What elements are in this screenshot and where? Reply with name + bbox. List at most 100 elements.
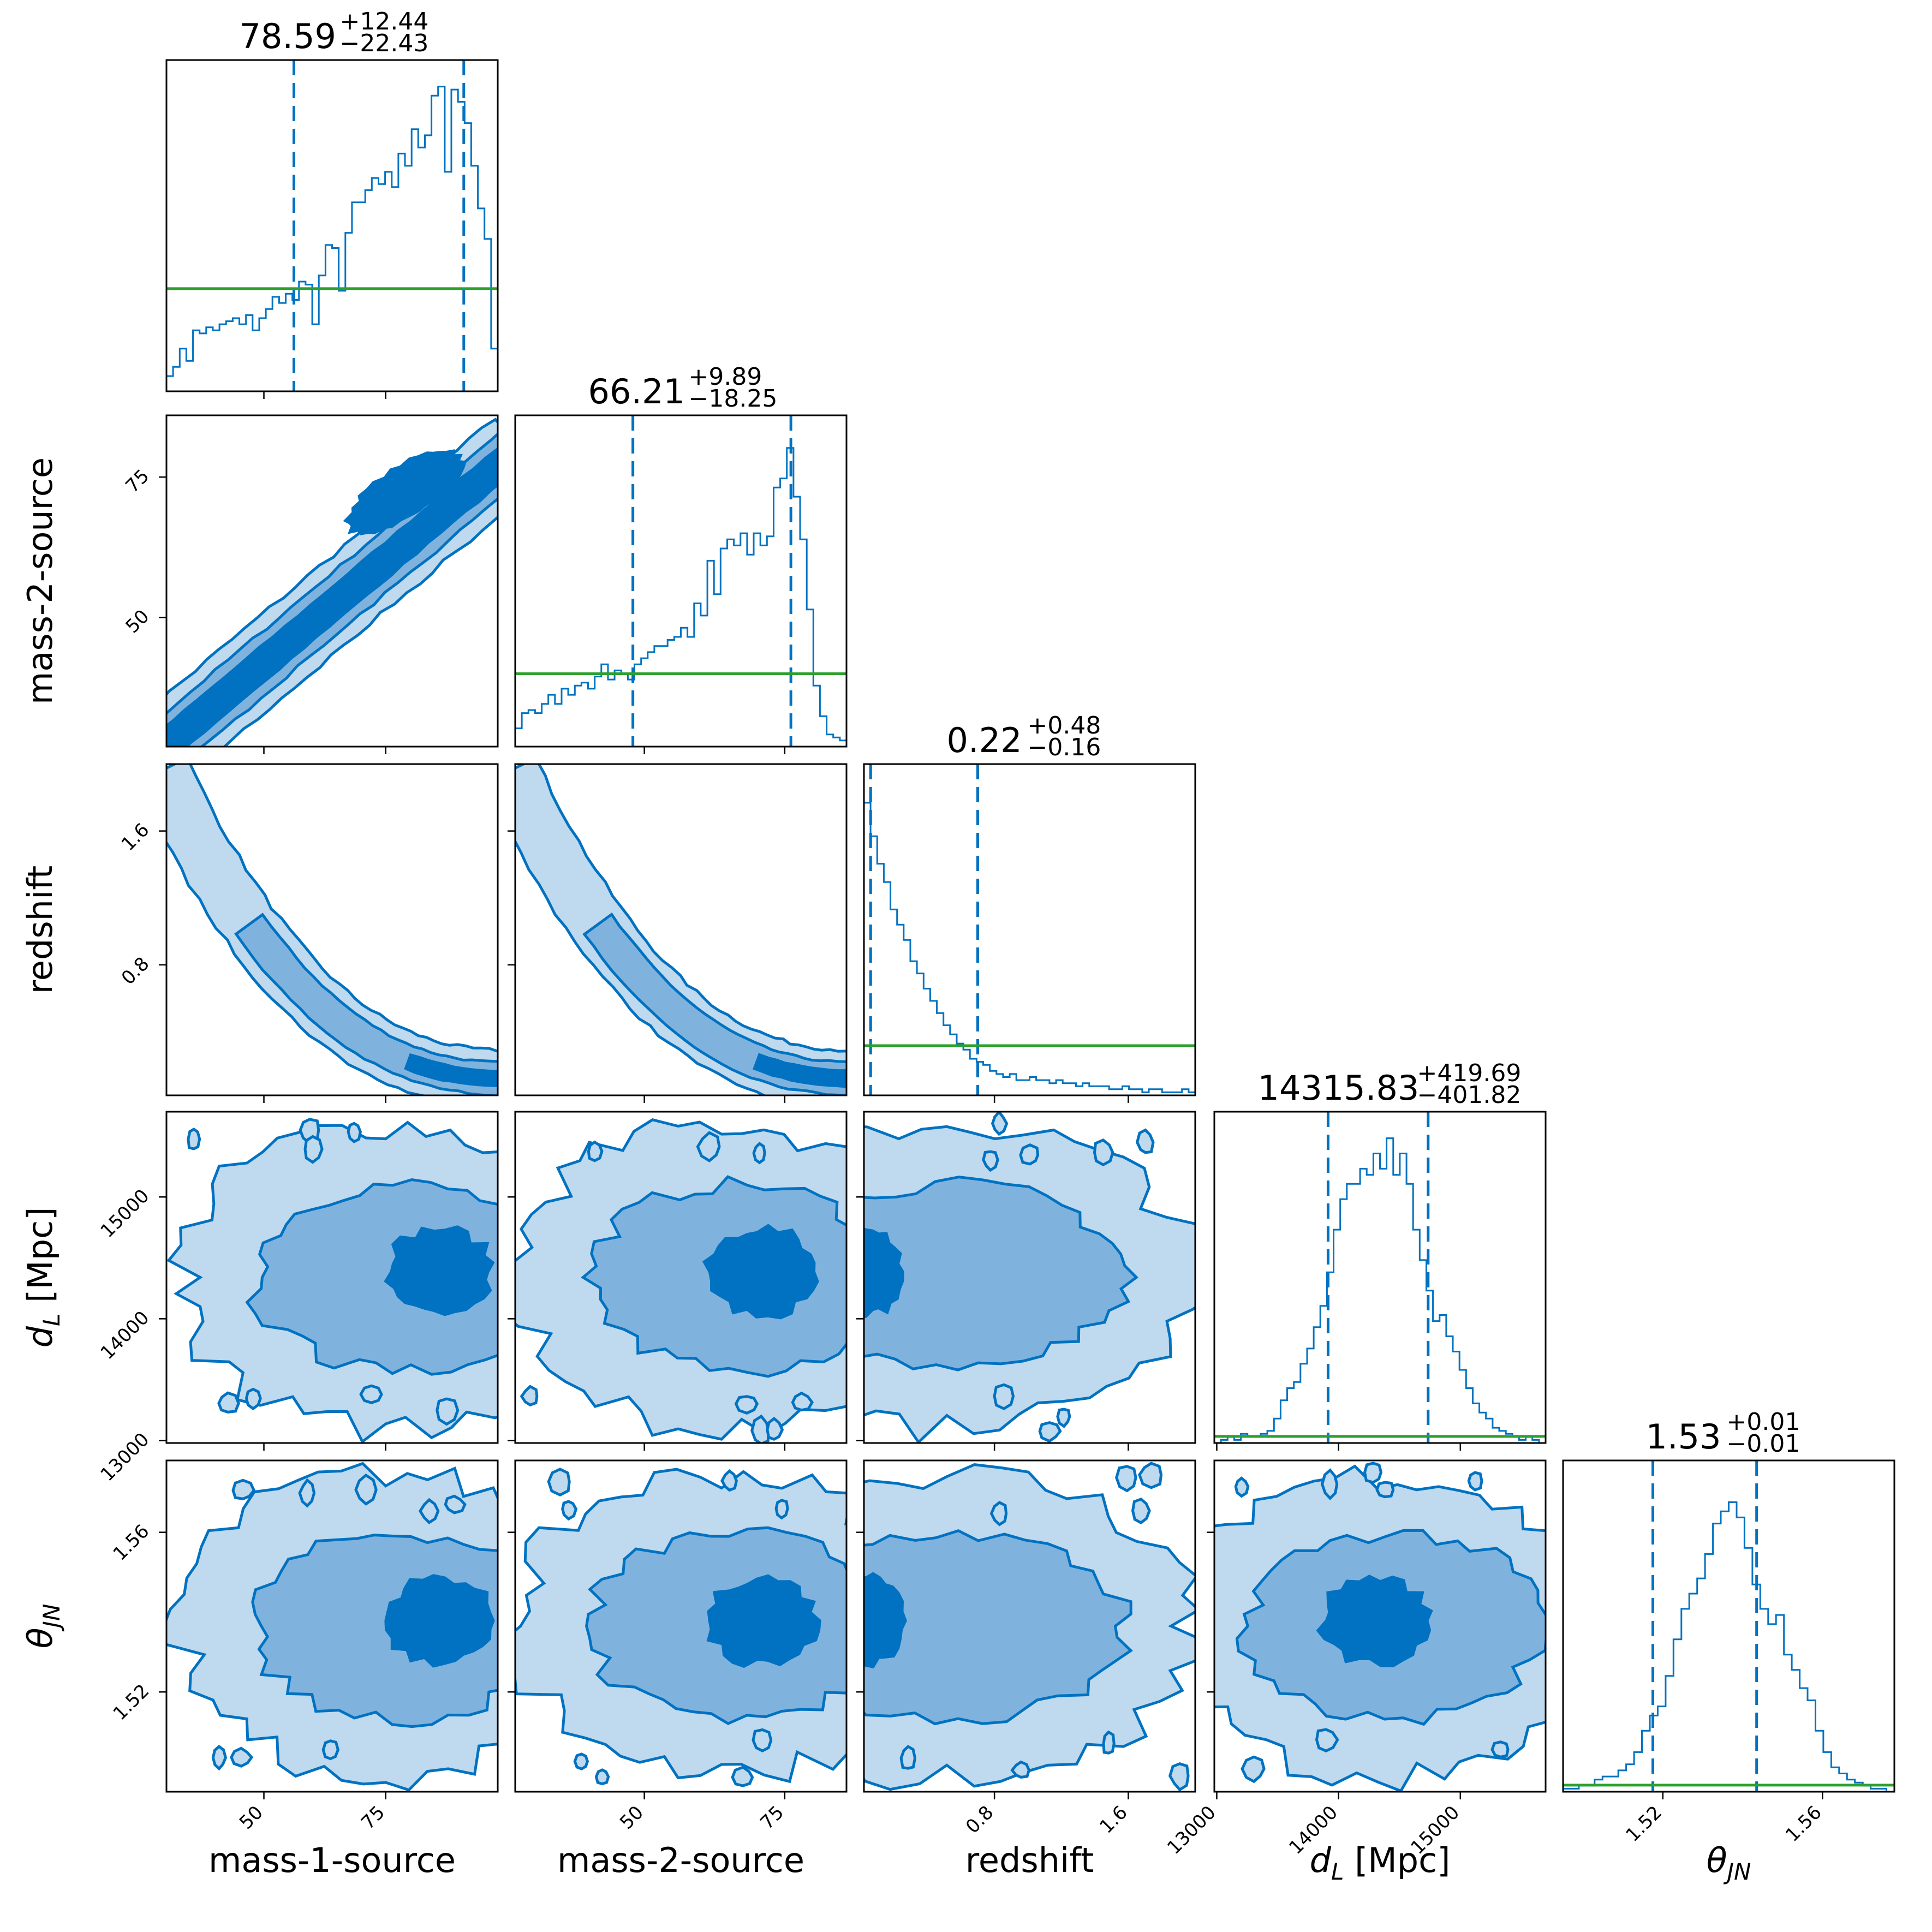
axes-frame xyxy=(863,1111,1196,1444)
contour-panel-mass-2-source-vs-redshift xyxy=(508,763,848,1103)
histogram-step-line xyxy=(864,802,1195,1095)
contour-island xyxy=(1038,1421,1062,1443)
histogram-panel-redshift: 0.22 +0.48−0.16 xyxy=(863,712,1196,1103)
y-tick-label: 75 xyxy=(121,465,153,497)
histogram-step-line xyxy=(1563,1501,1894,1792)
histogram-panel-mass-1-source: 78.59 +12.44−22.43 xyxy=(165,8,499,399)
axes-frame xyxy=(514,414,848,748)
contour-island xyxy=(1115,1465,1137,1493)
contour-level-3 xyxy=(384,1225,495,1316)
contour-island xyxy=(1320,1468,1339,1500)
contour-panel-redshift-vs-d_L xyxy=(856,1111,1196,1451)
label-sub: L xyxy=(1331,1858,1344,1885)
x-tick-label: 50 xyxy=(235,1802,267,1834)
contour-island xyxy=(561,1500,578,1521)
axes-frame xyxy=(1213,1111,1547,1444)
panel-title-median: 1.53 xyxy=(1646,1417,1721,1457)
contour-island xyxy=(1093,1138,1114,1167)
panel-content xyxy=(166,1118,498,1443)
x-axis-label-theta_JN: θJN xyxy=(1707,1840,1751,1885)
y-axis-label-mass-2-source: mass-2-source xyxy=(20,457,60,705)
contour-island xyxy=(696,1131,721,1162)
contour-panel-mass-1-source-vs-theta_JN: 50 75 1.52 1.56 xyxy=(109,1459,499,1834)
panel-content xyxy=(864,1462,1195,1792)
panel-title-minus: −0.16 xyxy=(1028,734,1101,761)
label-rest: [Mpc] xyxy=(1344,1840,1450,1880)
contour-island xyxy=(731,1766,754,1787)
panel-title-plus: +419.69 xyxy=(1417,1059,1522,1087)
label-sub: JN xyxy=(1724,1858,1751,1885)
contour-island xyxy=(750,1414,770,1443)
histogram-step-line xyxy=(515,447,846,747)
contour-island xyxy=(587,1140,604,1162)
axes-frame xyxy=(514,763,848,1096)
label-rest: [Mpc] xyxy=(20,1207,60,1314)
contour-island xyxy=(1168,1762,1190,1792)
axes-frame xyxy=(514,1459,848,1793)
contour-island xyxy=(774,1499,789,1520)
y-tick-label: 15000 xyxy=(97,1185,154,1242)
panel-title-plus: +12.44 xyxy=(340,8,429,35)
contour-island xyxy=(444,1494,467,1514)
contour-island xyxy=(231,1478,256,1500)
contour-island xyxy=(720,1469,738,1492)
contour-island xyxy=(217,1391,240,1414)
histogram-panel-d_L: 14315.83+419.69−401.82 xyxy=(1213,1059,1547,1451)
contour-panel-d_L-vs-theta_JN: 13000 14000 15000 xyxy=(1163,1459,1547,1859)
y-tick-label: 13000 xyxy=(97,1429,154,1486)
axes-frame xyxy=(1213,1459,1547,1793)
contour-panel-mass-2-source-vs-theta_JN: 50 75 xyxy=(508,1459,848,1834)
contour-island xyxy=(734,1395,759,1415)
panel-content xyxy=(1563,1460,1894,1792)
contour-island xyxy=(1467,1471,1483,1492)
contour-panel-mass-1-source-vs-redshift: 0.8 1.6 xyxy=(117,763,499,1103)
contour-island xyxy=(1315,1728,1339,1752)
histogram-step-line xyxy=(1214,1137,1546,1443)
x-tick-label: 1.52 xyxy=(1621,1802,1666,1846)
contour-island xyxy=(230,1746,254,1768)
contour-level-3 xyxy=(166,447,498,747)
panel-title-plus: +9.89 xyxy=(689,363,762,391)
contour-island xyxy=(436,1397,460,1426)
contour-island xyxy=(1138,1462,1163,1489)
axes-frame xyxy=(165,414,499,748)
contour-island xyxy=(991,1112,1009,1136)
contour-island xyxy=(1234,1476,1250,1498)
axes-frame xyxy=(1562,1459,1895,1793)
contour-level-3 xyxy=(404,1053,498,1087)
contour-peak xyxy=(343,449,467,535)
contour-island xyxy=(1363,1462,1383,1484)
panel-title-median: 14315.83 xyxy=(1258,1068,1420,1108)
contour-island xyxy=(354,1473,378,1506)
x-tick-label: 0.8 xyxy=(962,1802,998,1838)
x-tick-label: 1.56 xyxy=(1781,1802,1826,1846)
contour-island xyxy=(298,1478,316,1508)
y-tick-label: 1.52 xyxy=(109,1680,154,1725)
y-axis-label-theta_JN: θJN xyxy=(20,1604,65,1649)
contour-level-3 xyxy=(702,1224,819,1320)
contour-island xyxy=(1056,1408,1071,1428)
contour-panel-mass-1-source-vs-mass-2-source: 50 75 xyxy=(121,414,499,754)
contour-island xyxy=(1490,1740,1510,1759)
contour-island xyxy=(520,1385,539,1407)
panel-title-median: 78.59 xyxy=(240,16,337,56)
panel-content xyxy=(166,1462,498,1792)
panel-title-median: 0.22 xyxy=(947,720,1022,760)
panel-title-plus: +0.01 xyxy=(1727,1408,1800,1436)
contour-island xyxy=(211,1744,228,1771)
panel-content xyxy=(515,1468,846,1787)
label-main: θ xyxy=(20,1627,60,1648)
contour-island xyxy=(547,1468,571,1496)
panel-title-median: 66.21 xyxy=(588,372,685,412)
contour-island xyxy=(1102,1730,1116,1755)
x-axis-label-d_L: dL [Mpc] xyxy=(1310,1840,1451,1885)
panel-content xyxy=(1214,1112,1546,1443)
x-axis-label-mass-1-source: mass-1-source xyxy=(208,1840,456,1880)
label-main: d xyxy=(20,1326,60,1347)
contour-island xyxy=(982,1150,999,1172)
axes-frame xyxy=(863,763,1196,1096)
contour-level-3 xyxy=(864,1572,907,1669)
x-tick-label: 13000 xyxy=(1163,1802,1220,1859)
histogram-panel-theta_JN: 1.53 +0.01−0.01 1.52 1.56 xyxy=(1562,1408,1895,1846)
contour-island xyxy=(993,1383,1015,1410)
